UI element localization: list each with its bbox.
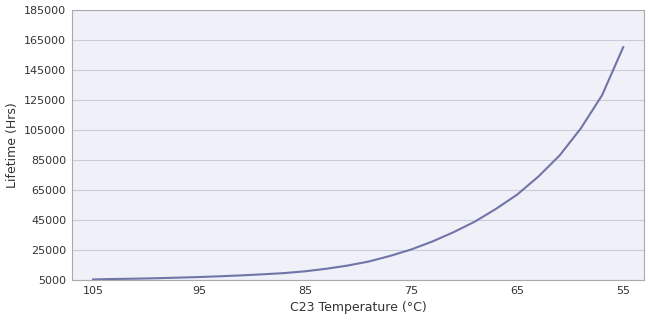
X-axis label: C23 Temperature (°C): C23 Temperature (°C) [290, 301, 426, 315]
Y-axis label: Lifetime (Hrs): Lifetime (Hrs) [6, 102, 19, 188]
